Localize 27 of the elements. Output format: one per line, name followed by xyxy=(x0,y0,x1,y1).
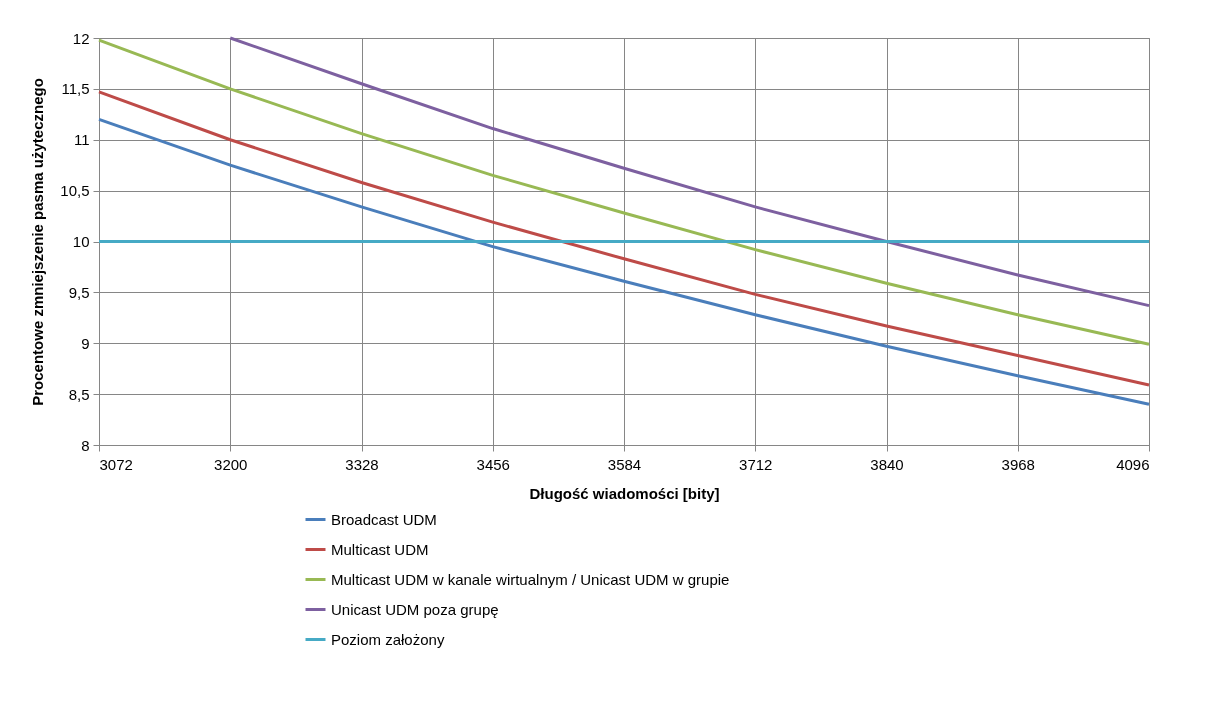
y-tick-label: 8 xyxy=(81,436,90,454)
line-series xyxy=(97,38,1151,346)
legend-label: Multicast UDM xyxy=(331,540,429,558)
x-tick-label: 3584 xyxy=(607,455,642,473)
y-tick-label: 10,5 xyxy=(60,182,90,200)
y-tick-label: 10 xyxy=(72,233,90,250)
legend-label: Broadcast UDM xyxy=(331,510,437,528)
x-tick-label: 3840 xyxy=(870,455,904,473)
line-series xyxy=(228,36,1151,308)
y-tick-label: 9,5 xyxy=(68,283,90,301)
y-tick-label: 11,5 xyxy=(61,80,90,98)
x-tick-label: 3712 xyxy=(739,455,773,473)
legend-label: Poziom założony xyxy=(331,630,445,648)
x-tick-label: 3072 xyxy=(99,455,133,473)
legend-label: Multicast UDM w kanale wirtualnym / Unicast UDM w grupie xyxy=(331,570,730,588)
y-tick-label: 8,5 xyxy=(68,385,90,403)
y-tick-label: 11 xyxy=(73,131,90,149)
x-tick-label: 3200 xyxy=(214,455,248,473)
y-axis-title: Procentowe zmniejszenie pasma użytecznego xyxy=(29,78,47,406)
y-tick-label: 12 xyxy=(72,29,90,47)
legend-label: Unicast UDM poza grupę xyxy=(331,600,499,618)
x-tick-label: 3328 xyxy=(345,455,379,473)
x-tick-label: 3968 xyxy=(1001,455,1035,473)
x-axis-title: Długość wiadomości [bity] xyxy=(529,484,720,502)
y-tick-label: 9 xyxy=(81,334,90,352)
x-tick-label: 3456 xyxy=(476,455,510,473)
x-tick-label: 4096 xyxy=(1116,455,1150,473)
